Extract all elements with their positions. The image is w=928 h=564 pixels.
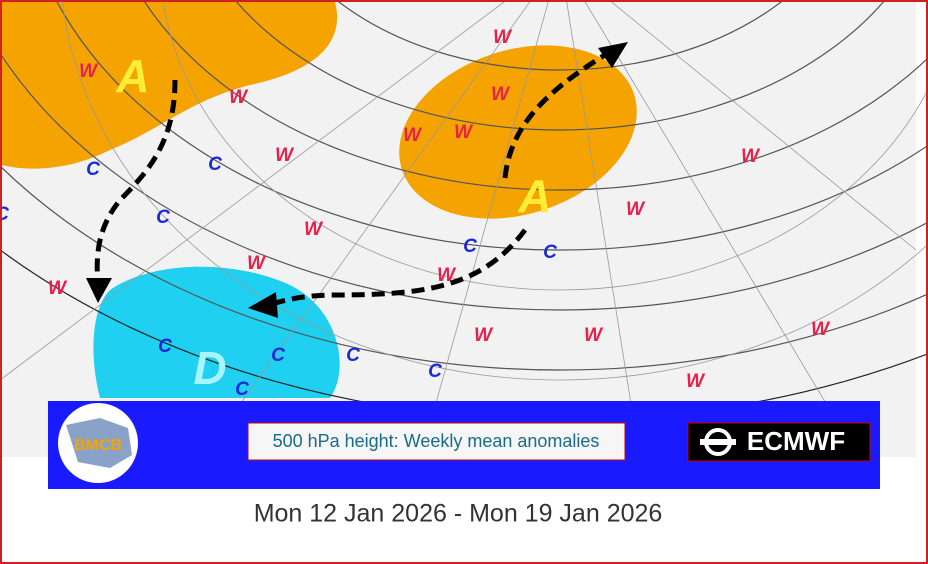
high-label: A xyxy=(115,50,149,102)
cold-label: C xyxy=(235,379,249,400)
cold-label: C xyxy=(0,204,9,225)
title: 500 hPa height: Weekly mean anomalies xyxy=(273,431,600,451)
cold-label: C xyxy=(346,345,360,366)
cold-label: C xyxy=(86,159,100,180)
warm-label: W xyxy=(229,87,249,108)
title-box xyxy=(247,422,626,461)
cold-label: C xyxy=(271,345,285,366)
warm-label: W xyxy=(741,146,761,167)
cold-label: C xyxy=(463,236,477,257)
warm-label: W xyxy=(474,325,494,346)
logo-text: BMCB xyxy=(74,437,122,454)
flow-arrows xyxy=(94,52,607,308)
cold-label: C xyxy=(208,154,222,175)
warm-label: W xyxy=(48,278,68,299)
warm-label: W xyxy=(247,253,267,274)
warm-label: W xyxy=(403,125,423,146)
warm-label: W xyxy=(493,27,513,48)
warm-label: W xyxy=(626,199,646,220)
arrow-heads xyxy=(86,42,628,318)
logo-map xyxy=(66,418,132,468)
warm-label: W xyxy=(811,319,831,340)
cold-label: C xyxy=(158,336,172,357)
low-label: D xyxy=(193,342,226,394)
brand: ECMWF xyxy=(747,426,845,456)
warm-label: W xyxy=(584,325,604,346)
warm-label: W xyxy=(304,219,324,240)
brand-icon xyxy=(700,428,736,456)
warm-label: W xyxy=(454,122,474,143)
warm-label: W xyxy=(491,84,511,105)
warm-label: W xyxy=(686,371,706,392)
warm-label: W xyxy=(79,61,99,82)
high-label: A xyxy=(517,170,551,222)
graticule xyxy=(0,0,928,461)
warm-label: W xyxy=(275,145,295,166)
date-range: Mon 12 Jan 2026 - Mon 19 Jan 2026 xyxy=(254,500,663,528)
cold-label: C xyxy=(428,361,442,382)
high-anomaly xyxy=(2,2,338,169)
cold-label: C xyxy=(156,207,170,228)
cold-label: C xyxy=(543,242,557,263)
